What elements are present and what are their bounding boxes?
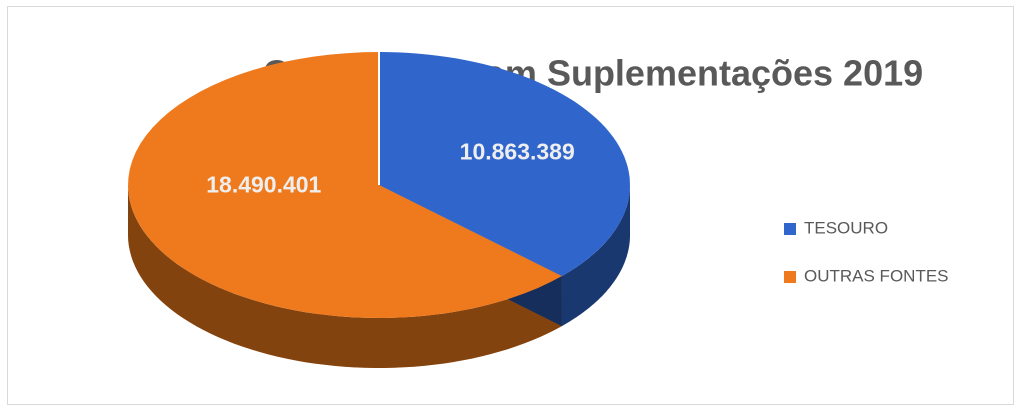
legend-swatch	[784, 271, 796, 283]
slice-side	[128, 185, 562, 368]
slice-side-shade	[128, 185, 562, 368]
legend-label: TESOURO	[804, 218, 888, 237]
data-label: 18.490.401	[206, 171, 321, 197]
slice-side	[561, 185, 630, 327]
data-label: 10.863.389	[460, 138, 575, 164]
slice-side-shade	[561, 185, 630, 327]
slice	[128, 52, 562, 318]
slice	[379, 52, 630, 277]
legend-swatch	[784, 223, 796, 235]
legend-label: OUTRAS FONTES	[804, 266, 949, 285]
